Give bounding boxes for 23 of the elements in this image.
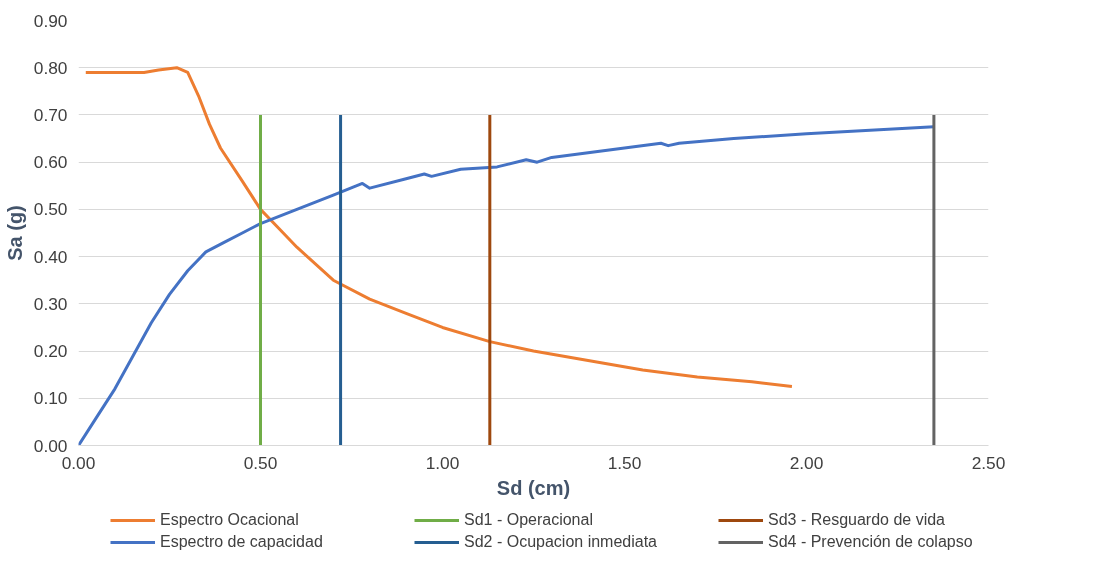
legend-label: Espectro Ocacional xyxy=(160,511,300,529)
x-tick-label: 1.00 xyxy=(425,452,460,473)
legend-label: Sd1 - Operacional xyxy=(464,511,594,529)
y-tick-label: 0.30 xyxy=(33,293,68,314)
line-series xyxy=(84,66,794,388)
legend-label: Sd3 - Resguardo de vida xyxy=(768,511,946,529)
y-axis-title: Sa (g) xyxy=(3,205,26,261)
y-tick-label: 0.10 xyxy=(33,388,68,409)
x-tick-label: 2.00 xyxy=(789,452,824,473)
y-tick-label: 0.70 xyxy=(33,104,68,125)
x-tick-label: 0.50 xyxy=(243,452,278,473)
y-tick-label: 0.60 xyxy=(33,152,68,173)
legend-label: Sd4 - Prevención de colapso xyxy=(768,533,974,551)
y-tick-label: 0.20 xyxy=(33,341,68,362)
y-tick-label: 0.50 xyxy=(33,199,68,220)
x-tick-label: 1.50 xyxy=(607,452,642,473)
legend-label: Espectro de capacidad xyxy=(160,533,324,551)
y-tick-label: 0.80 xyxy=(33,57,68,78)
x-tick-label: 2.50 xyxy=(971,452,1006,473)
x-axis-title: Sd (cm) xyxy=(496,476,571,499)
legend-label: Sd2 - Ocupacion inmediata xyxy=(464,533,658,551)
y-tick-label: 0.90 xyxy=(33,10,68,31)
y-tick-label: 0.40 xyxy=(33,246,68,267)
